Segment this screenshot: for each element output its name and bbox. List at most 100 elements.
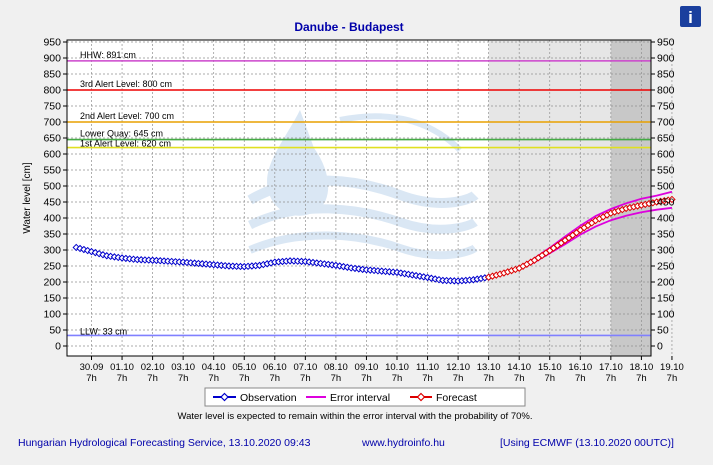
x-tick-label-time: 7h bbox=[606, 373, 617, 384]
chart-title: Danube - Budapest bbox=[294, 20, 403, 34]
probability-note: Water level is expected to remain within… bbox=[177, 411, 532, 422]
x-tick-label-time: 7h bbox=[208, 373, 219, 384]
x-tick-label-time: 7h bbox=[483, 373, 494, 384]
x-tick-label-time: 7h bbox=[422, 373, 433, 384]
y-tick-label-left: 550 bbox=[43, 165, 61, 177]
y-tick-label-right: 600 bbox=[657, 149, 675, 161]
y-tick-label-left: 700 bbox=[43, 117, 61, 129]
x-tick-label-date: 01.10 bbox=[110, 362, 134, 373]
y-tick-label-left: 100 bbox=[43, 309, 61, 321]
threshold-label: LLW: 33 cm bbox=[80, 326, 127, 336]
x-tick-label-date: 06.10 bbox=[263, 362, 287, 373]
y-tick-label-right: 200 bbox=[657, 277, 675, 289]
x-tick-label-date: 08.10 bbox=[324, 362, 348, 373]
footer-source: Hungarian Hydrological Forecasting Servi… bbox=[18, 437, 311, 449]
watermark-wave-3 bbox=[248, 231, 478, 260]
footer-url[interactable]: www.hydroinfo.hu bbox=[361, 437, 445, 449]
y-tick-label-right: 300 bbox=[657, 245, 675, 257]
x-tick-label-date: 03.10 bbox=[171, 362, 195, 373]
threshold-label: 1st Alert Level: 620 cm bbox=[80, 139, 171, 149]
grid-lines bbox=[67, 40, 673, 356]
y-tick-label-left: 500 bbox=[43, 181, 61, 193]
forecast-shading bbox=[488, 40, 651, 356]
observation-marker bbox=[83, 246, 92, 255]
y-tick-label-right: 400 bbox=[657, 213, 675, 225]
legend-forecast-label: Forecast bbox=[436, 392, 477, 404]
y-tick-label-right: 650 bbox=[657, 133, 675, 145]
y-tick-label-right: 850 bbox=[657, 69, 675, 81]
y-tick-label-left: 50 bbox=[49, 325, 61, 337]
y-tick-label-left: 0 bbox=[55, 341, 61, 353]
watermark-logo bbox=[247, 110, 479, 260]
info-icon[interactable]: i bbox=[688, 8, 693, 27]
x-tick-label-date: 09.10 bbox=[355, 362, 379, 373]
y-tick-label-right: 150 bbox=[657, 293, 675, 305]
x-tick-label-time: 7h bbox=[270, 373, 281, 384]
info-button-box[interactable] bbox=[680, 6, 701, 27]
y-tick-label-left: 850 bbox=[43, 69, 61, 81]
y-tick-label-left: 450 bbox=[43, 197, 61, 209]
y-axis-right: 0 50 100 150 200 250 300 350 400 450 500 550 600 650 7… bbox=[651, 37, 675, 353]
legend-forecast-marker bbox=[416, 392, 426, 402]
y-tick-label-left: 800 bbox=[43, 85, 61, 97]
x-tick-label-date: 16.10 bbox=[568, 362, 592, 373]
watermark-drop bbox=[267, 110, 329, 216]
y-axis-left: 0 50 100 150 200 250 300 350 400 450 500 550 600 650 7… bbox=[43, 37, 67, 353]
threshold-label: 3rd Alert Level: 800 cm bbox=[80, 79, 172, 89]
x-tick-label-date: 17.10 bbox=[599, 362, 623, 373]
y-tick-label-right: 750 bbox=[657, 101, 675, 113]
x-tick-label-date: 10.10 bbox=[385, 362, 409, 373]
y-tick-label-right: 50 bbox=[657, 325, 669, 337]
x-tick-label-time: 7h bbox=[636, 373, 647, 384]
legend-observation-label: Observation bbox=[240, 392, 297, 404]
threshold-label: HHW: 891 cm bbox=[80, 50, 136, 60]
y-tick-label-right: 550 bbox=[657, 165, 675, 177]
x-tick-label-time: 7h bbox=[514, 373, 525, 384]
x-tick-label-date: 30.09 bbox=[80, 362, 104, 373]
y-tick-label-right: 700 bbox=[657, 117, 675, 129]
y-tick-label-right: 800 bbox=[657, 85, 675, 97]
forecast-marker bbox=[668, 195, 676, 204]
y-tick-label-left: 350 bbox=[43, 229, 61, 241]
y-tick-label-left: 150 bbox=[43, 293, 61, 305]
y-axis-label: Water level [cm] bbox=[22, 162, 33, 234]
y-tick-label-right: 250 bbox=[657, 261, 675, 273]
x-axis: 30.097h01.107h02.107h03.107h04.107h05.10… bbox=[80, 356, 684, 384]
legend-error-interval: Error interval bbox=[306, 392, 390, 404]
x-tick-label-time: 7h bbox=[300, 373, 311, 384]
info-button[interactable]: i bbox=[680, 6, 701, 27]
y-tick-label-right: 0 bbox=[657, 341, 663, 353]
x-tick-label-time: 7h bbox=[453, 373, 464, 384]
y-tick-label-right: 500 bbox=[657, 181, 675, 193]
x-tick-label-date: 05.10 bbox=[232, 362, 256, 373]
y-tick-label-right: 450 bbox=[657, 197, 675, 209]
x-tick-label-date: 07.10 bbox=[293, 362, 317, 373]
legend-box bbox=[204, 387, 526, 407]
x-tick-label-time: 7h bbox=[86, 373, 97, 384]
y-tick-label-left: 650 bbox=[43, 133, 61, 145]
x-tick-label-time: 7h bbox=[239, 373, 250, 384]
x-tick-label-time: 7h bbox=[575, 373, 586, 384]
x-tick-label-date: 13.10 bbox=[477, 362, 501, 373]
y-tick-label-left: 200 bbox=[43, 277, 61, 289]
legend-observation-marker bbox=[220, 392, 229, 402]
x-tick-label-date: 12.10 bbox=[446, 362, 470, 373]
legend: Observation Error interval Forecast bbox=[204, 387, 526, 407]
y-tick-label-left: 600 bbox=[43, 149, 61, 161]
x-tick-label-date: 19.10 bbox=[660, 362, 684, 373]
x-tick-label-time: 7h bbox=[361, 373, 372, 384]
watermark-wave-1 bbox=[247, 175, 479, 208]
x-tick-label-time: 7h bbox=[117, 373, 128, 384]
footer-model: [Using ECMWF (13.10.2020 00UTC)] bbox=[500, 437, 674, 449]
y-tick-label-left: 300 bbox=[43, 245, 61, 257]
x-tick-label-date: 02.10 bbox=[141, 362, 165, 373]
threshold-label: 2nd Alert Level: 700 cm bbox=[80, 111, 174, 121]
legend-error-label: Error interval bbox=[330, 392, 390, 404]
x-tick-label-time: 7h bbox=[147, 373, 158, 384]
y-tick-label-left: 250 bbox=[43, 261, 61, 273]
x-tick-label-date: 11.10 bbox=[416, 362, 439, 373]
y-tick-label-right: 900 bbox=[657, 53, 675, 65]
x-tick-label-time: 7h bbox=[178, 373, 189, 384]
